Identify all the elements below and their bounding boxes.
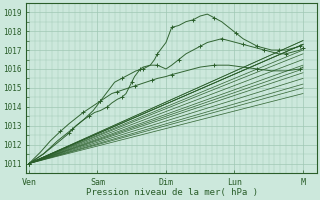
X-axis label: Pression niveau de la mer( hPa ): Pression niveau de la mer( hPa ) [86, 188, 258, 197]
